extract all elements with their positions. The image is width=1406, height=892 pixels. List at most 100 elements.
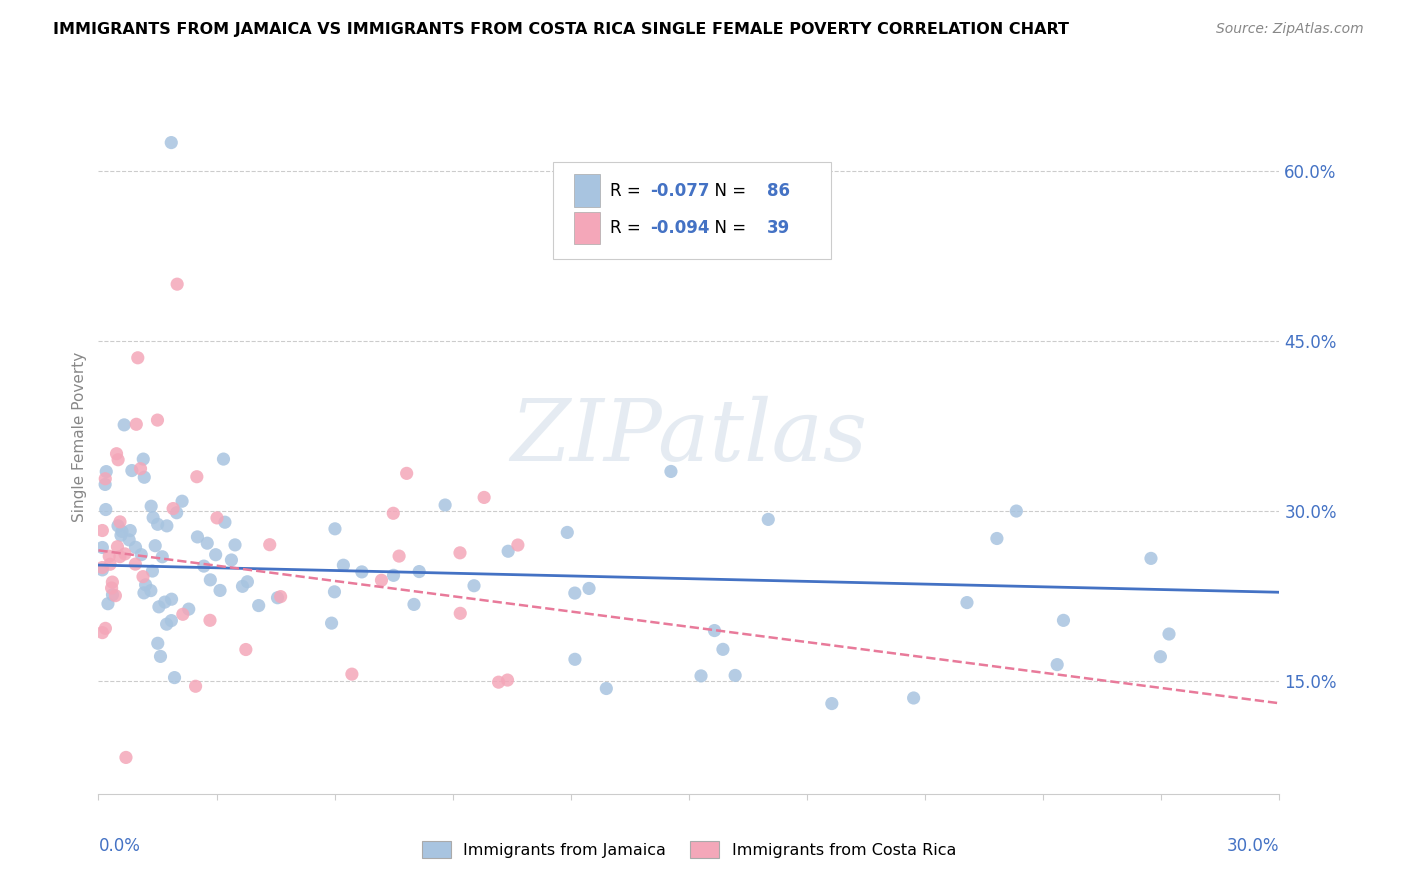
Point: [449, 546, 471, 560]
Point: [94, 477, 117, 491]
Point: [163, 671, 186, 685]
Point: [578, 582, 600, 596]
Point: [139, 583, 162, 598]
Point: [496, 544, 519, 558]
Point: [711, 642, 734, 657]
Point: [956, 596, 979, 610]
Point: [146, 413, 169, 427]
Text: 30.0%: 30.0%: [1227, 837, 1279, 855]
Text: -0.094: -0.094: [650, 219, 710, 237]
Point: [115, 750, 138, 764]
FancyBboxPatch shape: [553, 162, 831, 259]
Point: [986, 532, 1008, 546]
Point: [132, 452, 155, 467]
Text: Source: ZipAtlas.com: Source: ZipAtlas.com: [1216, 22, 1364, 37]
Point: [247, 599, 270, 613]
Text: 86: 86: [766, 182, 790, 200]
Point: [1140, 551, 1163, 566]
Text: R =: R =: [610, 219, 645, 237]
Point: [110, 528, 132, 542]
Point: [506, 538, 529, 552]
Point: [200, 573, 222, 587]
Point: [214, 515, 236, 529]
Point: [408, 565, 430, 579]
Point: [166, 506, 188, 520]
Point: [323, 584, 346, 599]
Point: [150, 549, 173, 564]
Point: [690, 669, 713, 683]
Point: [142, 510, 165, 524]
Point: [112, 417, 135, 432]
Point: [125, 417, 148, 432]
Point: [118, 533, 141, 547]
Point: [184, 679, 207, 693]
Point: [488, 675, 510, 690]
Point: [235, 642, 257, 657]
Point: [340, 667, 363, 681]
Point: [149, 649, 172, 664]
Point: [395, 467, 418, 481]
Point: [555, 525, 578, 540]
Point: [402, 598, 425, 612]
Point: [821, 697, 844, 711]
Point: [321, 616, 343, 631]
Text: IMMIGRANTS FROM JAMAICA VS IMMIGRANTS FROM COSTA RICA SINGLE FEMALE POVERTY CORR: IMMIGRANTS FROM JAMAICA VS IMMIGRANTS FR…: [53, 22, 1070, 37]
Point: [1005, 504, 1028, 518]
Point: [121, 464, 143, 478]
Point: [129, 548, 152, 562]
Point: [266, 591, 288, 605]
Point: [104, 589, 127, 603]
Point: [595, 681, 617, 696]
Point: [212, 452, 235, 467]
Point: [195, 536, 218, 550]
Point: [434, 498, 457, 512]
Point: [270, 590, 292, 604]
Point: [209, 583, 232, 598]
Point: [135, 578, 157, 592]
Point: [127, 351, 149, 365]
Point: [141, 500, 163, 514]
Point: [160, 614, 183, 628]
Text: ZIPatlas: ZIPatlas: [510, 396, 868, 478]
Point: [146, 636, 169, 650]
Point: [1157, 627, 1180, 641]
Point: [172, 607, 194, 622]
Point: [370, 574, 392, 588]
Point: [124, 557, 146, 571]
Point: [108, 515, 131, 529]
Point: [472, 491, 495, 505]
Point: [91, 541, 114, 555]
Point: [259, 538, 281, 552]
Point: [204, 548, 226, 562]
Point: [177, 602, 200, 616]
Point: [162, 501, 184, 516]
FancyBboxPatch shape: [575, 211, 600, 244]
Text: -0.077: -0.077: [650, 182, 710, 200]
Point: [141, 564, 163, 578]
Point: [236, 574, 259, 589]
Point: [107, 540, 129, 554]
Point: [198, 613, 221, 627]
Legend: Immigrants from Jamaica, Immigrants from Costa Rica: Immigrants from Jamaica, Immigrants from…: [415, 835, 963, 864]
Point: [231, 579, 253, 593]
Point: [143, 539, 166, 553]
Point: [124, 541, 146, 555]
Point: [111, 524, 134, 539]
Point: [496, 673, 519, 687]
Point: [186, 469, 208, 483]
Point: [193, 559, 215, 574]
Point: [134, 470, 156, 484]
Point: [449, 607, 471, 621]
Point: [903, 691, 925, 706]
Point: [703, 624, 725, 638]
Point: [1052, 613, 1074, 627]
Point: [101, 575, 124, 590]
Point: [98, 558, 121, 572]
Point: [91, 524, 114, 538]
Point: [132, 586, 155, 600]
Point: [323, 522, 346, 536]
Point: [724, 668, 747, 682]
Text: 39: 39: [766, 219, 790, 237]
Point: [659, 465, 682, 479]
Point: [205, 511, 228, 525]
